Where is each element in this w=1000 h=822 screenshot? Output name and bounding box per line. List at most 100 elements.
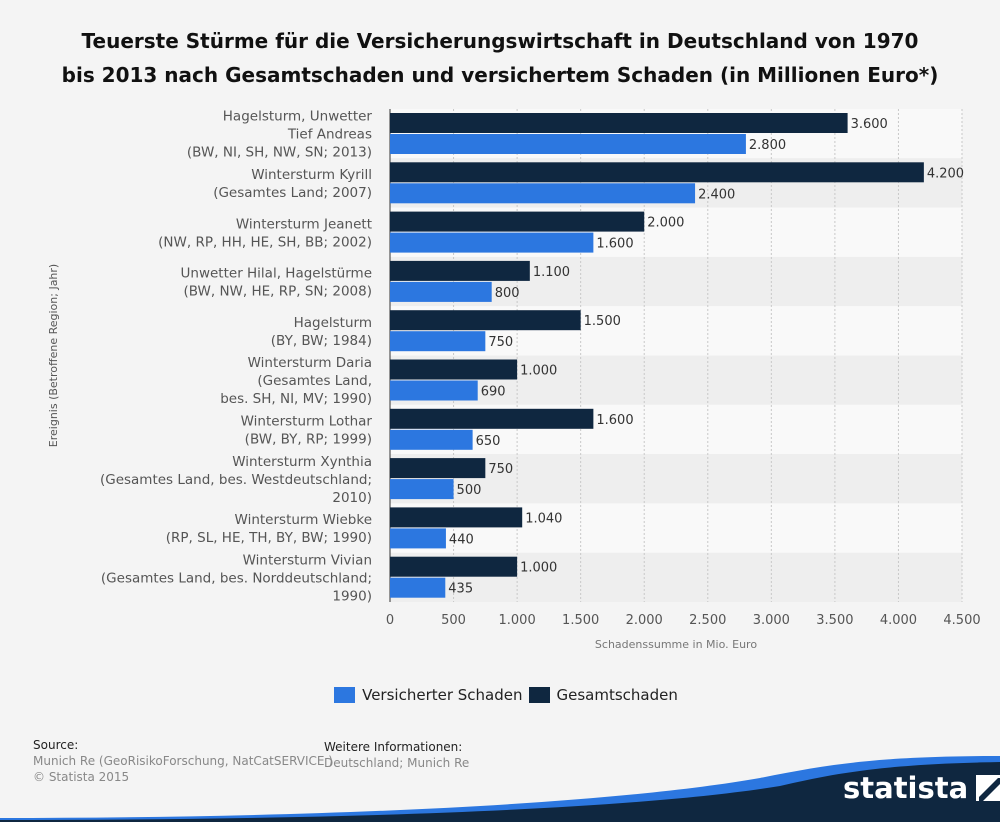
bar	[390, 281, 492, 302]
bar	[390, 359, 518, 380]
bar-value-label: 3.600	[851, 117, 888, 132]
bar	[390, 528, 446, 549]
category-label-line: (BY, BW; 1984)	[271, 333, 372, 349]
bar	[390, 310, 581, 331]
bar	[390, 429, 473, 450]
bar	[390, 458, 486, 479]
bar-value-label: 1.500	[584, 314, 621, 329]
bar-value-label: 690	[481, 385, 506, 400]
category-label-line: Wintersturm Jeanett	[236, 216, 372, 232]
category-label-line: (BW, BY, RP; 1999)	[245, 431, 372, 447]
bar	[390, 260, 530, 281]
category-label: Hagelsturm, Unwetter Tief Andreas (BW, NI,…	[187, 109, 373, 161]
bar-value-label: 800	[495, 286, 520, 301]
source-text: Munich Re (GeoRisikoForschung, NatCatSER…	[33, 754, 333, 768]
bar-value-label: 1.000	[520, 561, 557, 576]
bar	[390, 479, 454, 500]
x-tick-label: 3.500	[816, 613, 853, 628]
bar-value-label: 1.000	[520, 364, 557, 379]
bar	[390, 507, 523, 528]
category-label: Wintersturm Kyrill (Gesamtes Land; 2007)	[213, 167, 372, 201]
x-tick-label: 2.000	[626, 613, 663, 628]
source-heading: Source:	[33, 738, 79, 752]
bar-value-label: 750	[488, 462, 513, 477]
category-label: Wintersturm Vivian (Gesamtes Land, bes. N…	[101, 552, 372, 604]
bar-value-label: 2.000	[647, 216, 684, 231]
legend-item-total[interactable]: Gesamtschaden	[528, 686, 678, 704]
bar	[390, 183, 696, 204]
category-label-line: (BW, NI, SH, NW, SN; 2013)	[187, 145, 372, 161]
bar-chart: 0 500 1.000 1.500 2.000 2.500 3.000 3.500 4.000 4…	[47, 109, 981, 651]
bar-value-label: 1.600	[596, 237, 633, 252]
bar	[390, 577, 446, 598]
bar-value-label: 500	[457, 483, 482, 498]
category-label-line: (NW, RP, HH, HE, SH, BB; 2002)	[158, 234, 372, 250]
bar-value-label: 440	[449, 532, 474, 547]
category-label-line: Wintersturm Kyrill	[251, 167, 372, 183]
category-label-line: 1990)	[332, 588, 372, 604]
category-label-line: (Gesamtes Land, bes. Westdeutschland;	[100, 472, 372, 488]
x-tick-label: 4.000	[880, 613, 917, 628]
bar	[390, 134, 746, 154]
statista-wordmark: statista	[843, 771, 969, 805]
copyright-text: © Statista 2015	[33, 770, 130, 784]
info-block: Weitere Informationen: Deutschland; Muni…	[324, 739, 469, 771]
chart-legend: Versicherter Schaden Gesamtschaden	[0, 686, 1000, 704]
x-tick-label: 1.000	[499, 613, 536, 628]
bar	[390, 331, 486, 352]
legend-label-insured: Versicherter Schaden	[362, 686, 523, 704]
x-tick-label: 0	[386, 613, 394, 628]
bar	[390, 380, 478, 401]
bar-value-label: 4.200	[927, 166, 964, 181]
legend-swatch-insured	[334, 687, 356, 703]
info-text: Deutschland; Munich Re	[324, 756, 470, 770]
bar-value-label: 750	[488, 335, 513, 350]
category-label-line: (Gesamtes Land,	[257, 373, 372, 389]
category-label-line: 2010)	[332, 490, 372, 506]
bar	[390, 211, 645, 232]
category-label: Wintersturm Lothar (BW, BY, RP; 1999)	[241, 413, 373, 447]
bar-value-label: 1.600	[596, 413, 633, 428]
source-block: Source: Munich Re (GeoRisikoForschung, N…	[33, 737, 333, 785]
chart-title-line-2: bis 2013 nach Gesamtschaden und versiche…	[61, 63, 939, 87]
category-label-line: Unwetter Hilal, Hagelstürme	[181, 266, 372, 282]
x-axis-title: Schadenssumme in Mio. Euro	[595, 638, 757, 651]
category-label-line: Wintersturm Wiebke	[235, 512, 372, 528]
bar-value-label: 650	[476, 434, 501, 449]
bar	[390, 162, 924, 183]
statista-logo-icon	[976, 775, 1000, 801]
category-label-line: bes. SH, NI, MV; 1990)	[220, 391, 372, 407]
y-axis-title: Ereignis (Betroffene Region; Jahr)	[47, 264, 60, 447]
category-label-line: Wintersturm Xynthia	[232, 454, 372, 470]
statista-logo[interactable]: statista	[843, 771, 1000, 805]
info-heading: Weitere Informationen:	[324, 740, 463, 754]
bar	[390, 408, 594, 429]
bar	[390, 556, 518, 577]
category-label-line: (RP, SL, HE, TH, BY, BW; 1990)	[166, 530, 372, 546]
footer-band	[0, 756, 1000, 822]
category-label: Wintersturm Wiebke (RP, SL, HE, TH, BY, B…	[166, 512, 372, 546]
legend-label-total: Gesamtschaden	[556, 686, 678, 704]
bar-value-label: 1.100	[533, 265, 570, 280]
footer-dark-wave	[0, 762, 1000, 822]
x-tick-label: 2.500	[689, 613, 726, 628]
legend-item-insured[interactable]: Versicherter Schaden	[334, 686, 523, 704]
bar-value-label: 2.800	[749, 138, 786, 153]
bar	[390, 232, 594, 253]
category-label: Wintersturm Jeanett (NW, RP, HH, HE, SH, …	[158, 216, 372, 250]
legend-swatch-total	[528, 687, 550, 703]
x-tick-label: 3.000	[753, 613, 790, 628]
bar	[390, 113, 848, 133]
category-label-line: (BW, NW, HE, RP, SN; 2008)	[183, 284, 372, 300]
x-tick-label: 1.500	[562, 613, 599, 628]
category-label-line: Hagelsturm	[294, 315, 372, 331]
category-label: Hagelsturm (BY, BW; 1984)	[271, 315, 372, 349]
category-label-line: (Gesamtes Land, bes. Norddeutschland;	[101, 570, 372, 586]
chart-title: Teuerste Stürme für die Versicherungswir…	[40, 24, 960, 92]
category-label-line: Tief Andreas	[287, 127, 372, 143]
bar-value-label: 435	[448, 582, 473, 597]
category-label-line: Hagelsturm, Unwetter	[223, 109, 373, 125]
bar-value-label: 1.040	[525, 511, 562, 526]
category-label-line: (Gesamtes Land; 2007)	[213, 185, 372, 201]
category-label: Unwetter Hilal, Hagelstürme (BW, NW, HE, …	[181, 266, 372, 300]
